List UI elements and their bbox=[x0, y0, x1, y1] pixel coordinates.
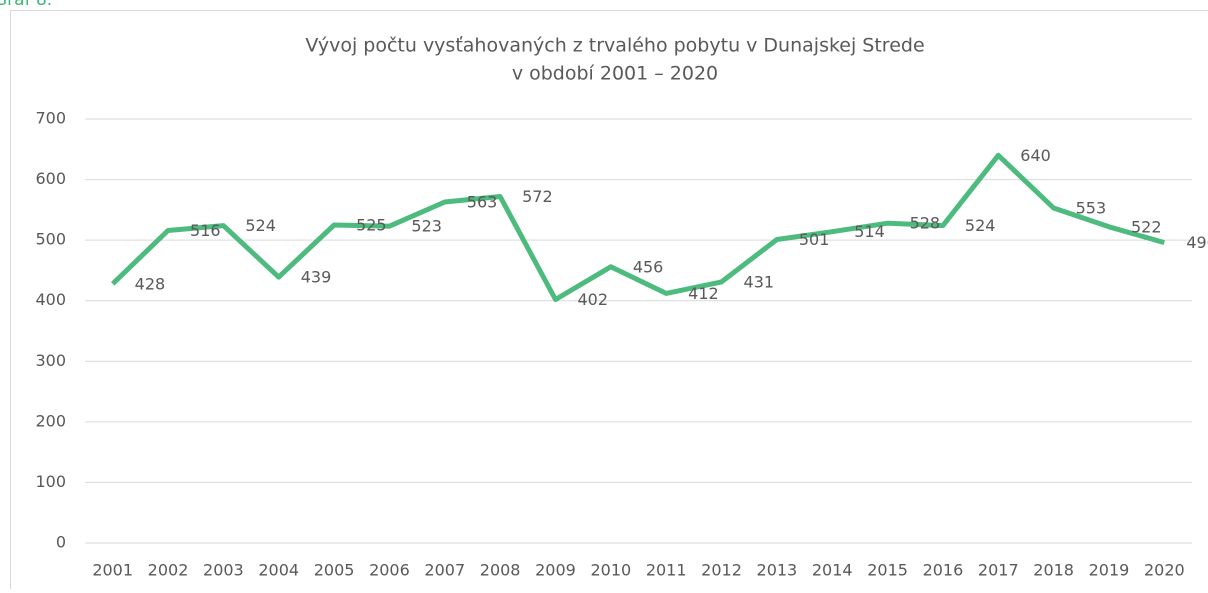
x-tick-label: 2017 bbox=[978, 561, 1019, 580]
y-tick-label: 0 bbox=[56, 533, 66, 552]
chart-subtitle: v období 2001 – 2020 bbox=[512, 63, 718, 85]
data-label: 516 bbox=[190, 221, 221, 240]
data-label: 553 bbox=[1076, 199, 1107, 218]
x-tick-label: 2004 bbox=[258, 561, 299, 580]
data-label: 563 bbox=[467, 192, 498, 211]
data-label: 496 bbox=[1186, 233, 1208, 252]
x-tick-label: 2014 bbox=[812, 561, 853, 580]
x-tick-label: 2019 bbox=[1089, 561, 1130, 580]
data-label: 501 bbox=[799, 230, 830, 249]
data-label: 456 bbox=[633, 257, 664, 276]
x-tick-label: 2007 bbox=[424, 561, 465, 580]
y-tick-label: 700 bbox=[35, 109, 66, 128]
data-label: 439 bbox=[301, 268, 332, 287]
data-label: 528 bbox=[910, 214, 941, 233]
y-tick-label: 300 bbox=[35, 351, 66, 370]
y-tick-label: 500 bbox=[35, 230, 66, 249]
data-label: 523 bbox=[411, 217, 442, 236]
data-label: 640 bbox=[1020, 146, 1051, 165]
x-tick-label: 2001 bbox=[92, 561, 133, 580]
data-label: 524 bbox=[965, 216, 996, 235]
chart-frame bbox=[11, 11, 1208, 590]
x-tick-label: 2012 bbox=[701, 561, 742, 580]
data-label: 431 bbox=[744, 272, 775, 291]
data-label: 428 bbox=[135, 274, 166, 293]
x-tick-label: 2009 bbox=[535, 561, 576, 580]
y-tick-label: 600 bbox=[35, 169, 66, 188]
chart-title: Vývoj počtu vysťahovaných z trvalého pob… bbox=[305, 35, 924, 57]
x-tick-label: 2008 bbox=[480, 561, 521, 580]
x-tick-label: 2020 bbox=[1144, 561, 1185, 580]
data-label: 402 bbox=[577, 290, 608, 309]
x-tick-label: 2013 bbox=[757, 561, 798, 580]
data-label: 572 bbox=[522, 187, 553, 206]
x-tick-label: 2006 bbox=[369, 561, 410, 580]
x-tick-label: 2015 bbox=[867, 561, 908, 580]
x-tick-label: 2003 bbox=[203, 561, 244, 580]
data-label: 412 bbox=[688, 284, 719, 303]
y-tick-label: 100 bbox=[35, 472, 66, 491]
data-label: 525 bbox=[356, 216, 387, 235]
y-tick-label: 400 bbox=[35, 290, 66, 309]
x-tick-label: 2016 bbox=[923, 561, 964, 580]
x-tick-label: 2011 bbox=[646, 561, 687, 580]
y-tick-label: 200 bbox=[35, 411, 66, 430]
data-label: 514 bbox=[854, 222, 885, 241]
x-tick-label: 2002 bbox=[148, 561, 189, 580]
x-tick-label: 2010 bbox=[590, 561, 631, 580]
caption: Graf 8. bbox=[0, 0, 52, 10]
data-label: 524 bbox=[245, 216, 276, 235]
x-tick-label: 2005 bbox=[314, 561, 355, 580]
x-tick-label: 2018 bbox=[1033, 561, 1074, 580]
data-label: 522 bbox=[1131, 217, 1162, 236]
